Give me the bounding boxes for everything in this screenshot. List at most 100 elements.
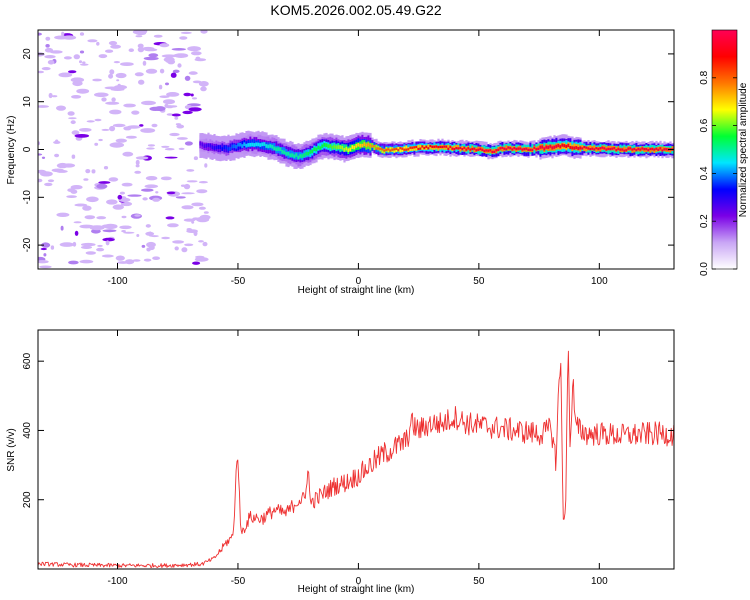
noise-speckle — [182, 110, 193, 115]
noise-speckle — [161, 54, 177, 58]
noise-speckle — [58, 72, 73, 78]
ridge-cell — [473, 147, 476, 150]
noise-speckle — [145, 176, 158, 181]
noise-speckle — [73, 54, 81, 60]
noise-speckle — [41, 67, 51, 71]
noise-speckle — [193, 230, 198, 237]
ridge-cell — [575, 146, 578, 150]
colorbar: 0.0 0.2 0.4 0.6 0.8 Normalized spectral ampl… — [699, 29, 749, 276]
colorbar-tick-label: 0.2 — [699, 214, 710, 228]
noise-speckle — [41, 156, 46, 159]
noise-speckle — [174, 53, 189, 58]
noise-speckle — [74, 134, 90, 138]
ridge-cell — [309, 150, 312, 154]
ridge-cell — [247, 143, 250, 147]
ridge-cell — [271, 144, 274, 149]
noise-speckle — [98, 181, 111, 184]
ridge-cell — [595, 147, 598, 150]
ridge-cell — [651, 147, 654, 151]
ridge-cell — [527, 148, 530, 151]
ridge-cell — [239, 142, 242, 147]
noise-speckle — [166, 191, 176, 195]
noise-speckle — [181, 247, 188, 253]
noise-speckle — [155, 191, 159, 194]
noise-speckle — [79, 50, 85, 54]
noise-speckle — [149, 106, 162, 111]
noise-speckle — [141, 30, 148, 34]
colorbar-ticks: 0.0 0.2 0.4 0.6 0.8 — [699, 70, 737, 276]
noise-speckle — [120, 201, 133, 207]
noise-speckle — [127, 194, 142, 197]
ridge-cell — [241, 144, 244, 148]
colorbar-label: Normalized spectral amplitude — [738, 82, 749, 217]
ridge-cell — [211, 145, 214, 149]
ridge-cell — [583, 145, 586, 149]
ridge-cell — [645, 148, 648, 151]
noise-speckle — [203, 211, 209, 214]
ridge-cell — [237, 142, 240, 151]
noise-speckle — [136, 234, 140, 237]
ridge-cell — [541, 145, 544, 149]
ridge-cell — [317, 145, 320, 150]
ridge-cell — [417, 144, 420, 150]
ridge-cell — [477, 148, 480, 151]
ridge-cell — [551, 146, 554, 150]
ridge-cell — [567, 143, 570, 147]
ridge-cell — [225, 145, 228, 150]
noise-speckle — [43, 253, 47, 257]
colorbar-scale — [712, 30, 737, 269]
ridge-cell — [209, 143, 212, 148]
ridge-cell — [661, 149, 664, 152]
noise-speckle — [112, 204, 125, 210]
ridge-cell — [383, 149, 386, 152]
noise-speckle — [164, 148, 175, 151]
ridge-cell — [377, 147, 380, 150]
ridge-cell — [507, 146, 510, 149]
noise-speckle — [108, 73, 114, 79]
noise-speckle — [190, 93, 194, 97]
noise-speckle — [108, 177, 119, 182]
ridge-cell — [275, 147, 278, 152]
ridge-cell — [459, 146, 462, 149]
noise-speckle — [164, 156, 178, 159]
noise-speckle — [183, 183, 191, 190]
noise-speckle — [175, 196, 186, 199]
noise-speckle — [103, 223, 118, 230]
ridge-cell — [599, 147, 602, 150]
noise-speckle — [39, 265, 52, 269]
ridge-cell — [469, 148, 472, 151]
ridge-cell — [381, 148, 384, 154]
noise-speckle — [96, 183, 108, 189]
snr-x-tick-label: -100 — [107, 576, 127, 587]
noise-speckle — [38, 32, 42, 36]
noise-speckle — [59, 242, 75, 247]
noise-speckle — [131, 110, 140, 115]
ridge-cell — [505, 145, 508, 150]
ridge-cell — [207, 143, 210, 151]
ridge-cell — [305, 151, 308, 156]
noise-speckle — [166, 113, 174, 116]
ridge-cell — [325, 143, 328, 147]
noise-speckle — [120, 62, 134, 66]
ridge-cell — [295, 153, 298, 157]
ridge-cell — [415, 145, 418, 149]
spectrogram-y-tick-label: 20 — [22, 48, 33, 60]
ridge-cell — [611, 147, 614, 150]
noise-speckle — [139, 124, 144, 127]
noise-speckle — [101, 128, 110, 131]
noise-speckle — [105, 49, 114, 53]
noise-speckle — [55, 139, 59, 144]
noise-speckle — [141, 100, 156, 106]
snr-x-tick-label: 0 — [356, 576, 362, 587]
ridge-cell — [301, 154, 304, 158]
noise-speckle-region — [38, 30, 211, 269]
ridge-cell — [649, 147, 652, 151]
noise-speckle — [165, 216, 175, 220]
noise-speckle — [183, 92, 192, 97]
noise-speckle — [84, 215, 96, 220]
snr-axes: -100 -50 0 50 100 200 400 600 — [22, 330, 674, 587]
noise-speckle — [94, 142, 99, 146]
ridge-cell — [329, 144, 332, 148]
noise-speckle — [72, 241, 77, 247]
